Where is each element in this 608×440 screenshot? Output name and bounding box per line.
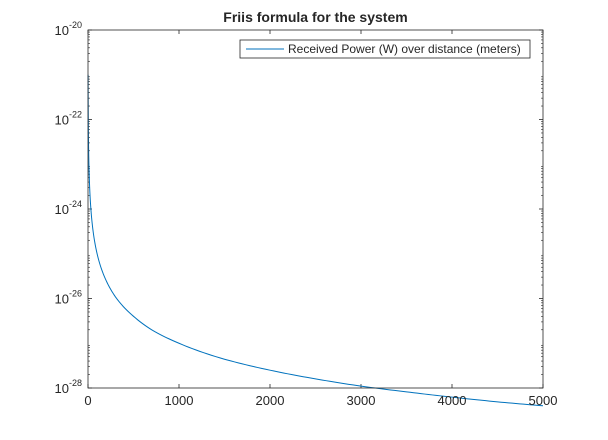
y-tick-label: 10-28: [55, 378, 82, 396]
y-tick-base: 10: [55, 23, 69, 38]
series-line: [87, 74, 544, 407]
chart-title: Friis formula for the system: [223, 9, 407, 25]
x-tick-label: 1000: [165, 393, 194, 408]
y-tick-label: 10-26: [55, 289, 82, 307]
y-tick-label: 10-20: [55, 20, 82, 38]
legend: Received Power (W) over distance (meters…: [239, 39, 531, 59]
x-tick-label: 5000: [529, 393, 558, 408]
y-tick-base: 10: [55, 202, 69, 217]
series-layer: [87, 74, 544, 407]
plot-box: [87, 29, 544, 389]
y-tick-exponent: -26: [69, 289, 82, 299]
y-tick-exponent: -28: [69, 378, 82, 388]
x-tick-label: 3000: [347, 393, 376, 408]
y-tick-label: 10-24: [55, 199, 82, 217]
x-tick-labels: 0 1000 2000 3000 4000 5000: [84, 393, 557, 408]
y-tick-label: 10-22: [55, 110, 82, 128]
x-tick-label: 4000: [438, 393, 467, 408]
y-tick-exponent: -20: [69, 20, 82, 30]
y-tick-base: 10: [55, 381, 69, 396]
plot-area: [88, 30, 543, 388]
x-tick-label: 0: [84, 393, 91, 408]
legend-box: [239, 39, 531, 59]
legend-entry-label: Received Power (W) over distance (meters…: [288, 42, 521, 56]
y-tick-base: 10: [55, 113, 69, 128]
x-tick-label: 2000: [256, 393, 285, 408]
y-tick-base: 10: [55, 292, 69, 307]
y-tick-exponent: -22: [69, 110, 82, 120]
y-tick-exponent: -24: [69, 199, 82, 209]
